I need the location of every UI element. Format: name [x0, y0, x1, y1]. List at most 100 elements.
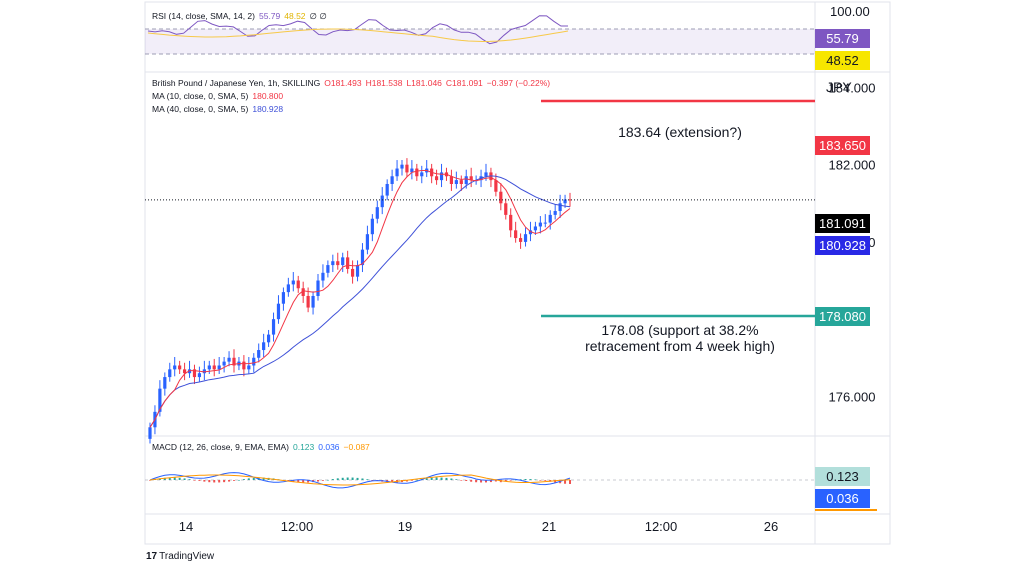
- candle-body: [232, 357, 236, 366]
- candle-body: [563, 199, 567, 204]
- macd-hist-bar: [178, 477, 181, 480]
- macd-hist-bar: [494, 480, 497, 482]
- candle-body: [410, 168, 414, 173]
- candle-body: [182, 369, 187, 374]
- macd-hist-bar: [149, 480, 151, 481]
- candle-body: [568, 199, 572, 201]
- macd-hist-bar: [336, 478, 339, 480]
- macd-hist-bar: [440, 477, 443, 480]
- macd-hist-bar: [450, 478, 453, 480]
- macd-hist-bar: [435, 477, 438, 480]
- macd-hist-bar: [346, 477, 349, 480]
- candle-body: [454, 180, 458, 184]
- macd-hist-bar: [188, 479, 191, 480]
- macd-hist-bar: [544, 480, 547, 481]
- macd-hist-bar: [326, 479, 329, 481]
- y-tick-label: 176.000: [829, 389, 876, 404]
- macd-hist-bar: [218, 480, 221, 483]
- candle-body: [365, 234, 370, 250]
- candle-body: [400, 164, 404, 169]
- macd-hist-bar: [351, 477, 354, 480]
- macd-hist-bar: [519, 479, 522, 480]
- candle-body: [360, 249, 365, 266]
- candle-body: [311, 295, 315, 308]
- rsi-legend: RSI (14, close, SMA, 14, 2) 55.79 48.52 ∅ ∅: [152, 11, 331, 22]
- macd-legend-v2: 0.036: [318, 442, 340, 452]
- candle-body: [222, 361, 226, 366]
- candle-body: [212, 365, 216, 370]
- macd-hist-bar: [405, 480, 408, 482]
- candle-body: [341, 257, 345, 266]
- candle-body: [331, 261, 335, 266]
- candle-body: [380, 195, 384, 208]
- candle-body: [459, 180, 463, 184]
- macd-hist-bar: [252, 477, 255, 480]
- macd-hist-bar: [317, 480, 319, 482]
- macd-hist-bar: [198, 480, 201, 481]
- candle-body: [518, 238, 523, 242]
- rsi-legend-extra: ∅ ∅: [309, 11, 327, 21]
- macd-hist-bar: [237, 479, 240, 481]
- support-price-tag: 178.080: [815, 307, 870, 326]
- macd-hist-bar: [247, 478, 250, 480]
- candle-body: [321, 272, 325, 281]
- candle-body: [336, 261, 340, 266]
- candle-body: [449, 176, 454, 184]
- rsi-axis-top-label: 100.00: [830, 4, 870, 19]
- rsi-legend-sma: 48.52: [284, 11, 306, 21]
- macd-hist-bar: [193, 480, 196, 481]
- macd-hist-bar: [233, 480, 235, 481]
- macd-hist-bar: [504, 480, 507, 482]
- y-tick-label: 184.000: [829, 80, 876, 95]
- ma40-legend: MA (40, close, 0, SMA, 5) 180.928: [152, 104, 287, 114]
- candle-body: [528, 230, 533, 235]
- candle-body: [168, 369, 172, 378]
- candle-body: [533, 226, 538, 231]
- candle-body: [276, 303, 281, 320]
- candle-body: [202, 369, 206, 374]
- x-tick-label: 12:00: [281, 519, 314, 534]
- x-tick-label: 21: [542, 519, 556, 534]
- candle-body: [484, 172, 488, 177]
- x-tick-label: 12:00: [645, 519, 678, 534]
- candle-body: [217, 365, 221, 370]
- candle-body: [207, 365, 211, 370]
- candle-body: [350, 268, 355, 277]
- macd-hist-bar: [460, 480, 463, 481]
- candle-body: [346, 257, 350, 269]
- ohlc-low: L181.046: [406, 78, 442, 88]
- candle-body: [252, 357, 256, 366]
- macd-hist-bar: [534, 479, 537, 481]
- rsi-legend-label: RSI (14, close, SMA, 14, 2): [152, 11, 255, 21]
- macd-hist-bar: [564, 480, 567, 484]
- candle-body: [286, 284, 290, 293]
- candle-body: [538, 222, 542, 227]
- candle-body: [375, 207, 379, 219]
- macd-hist-bar: [391, 480, 394, 483]
- macd-hist-bar: [485, 480, 487, 483]
- candle-body: [197, 373, 202, 378]
- macd-hist-bar: [529, 479, 532, 480]
- ma10-label: MA (10, close, 0, SMA, 5): [152, 91, 249, 101]
- annotation-bottom: 178.08 (support at 38.2% retracement fro…: [560, 322, 800, 354]
- ma10-line: [149, 170, 571, 428]
- candle-body: [504, 203, 508, 215]
- macd-hist-bar: [366, 479, 369, 480]
- symbol-legend: British Pound / Japanese Yen, 1h, SKILLI…: [152, 78, 554, 88]
- candle-body: [306, 295, 310, 308]
- ohlc-open: O181.493: [324, 78, 362, 88]
- rsi-sma-tag: 48.52: [815, 51, 870, 70]
- candle-body: [385, 183, 389, 196]
- ma40-value: 180.928: [252, 104, 284, 114]
- annotation-bottom-line-1: 178.08 (support at 38.2%: [601, 322, 759, 338]
- candle-body: [464, 176, 468, 184]
- macd-hist-bar: [569, 480, 571, 484]
- candle-body: [326, 265, 330, 273]
- currency-label: JPY: [826, 79, 852, 95]
- macd-signal-line: [149, 474, 571, 486]
- candle-body: [499, 191, 503, 204]
- macd-hist-bar: [430, 477, 433, 480]
- macd-hist-bar: [470, 480, 473, 482]
- macd-hist-bar: [331, 479, 334, 480]
